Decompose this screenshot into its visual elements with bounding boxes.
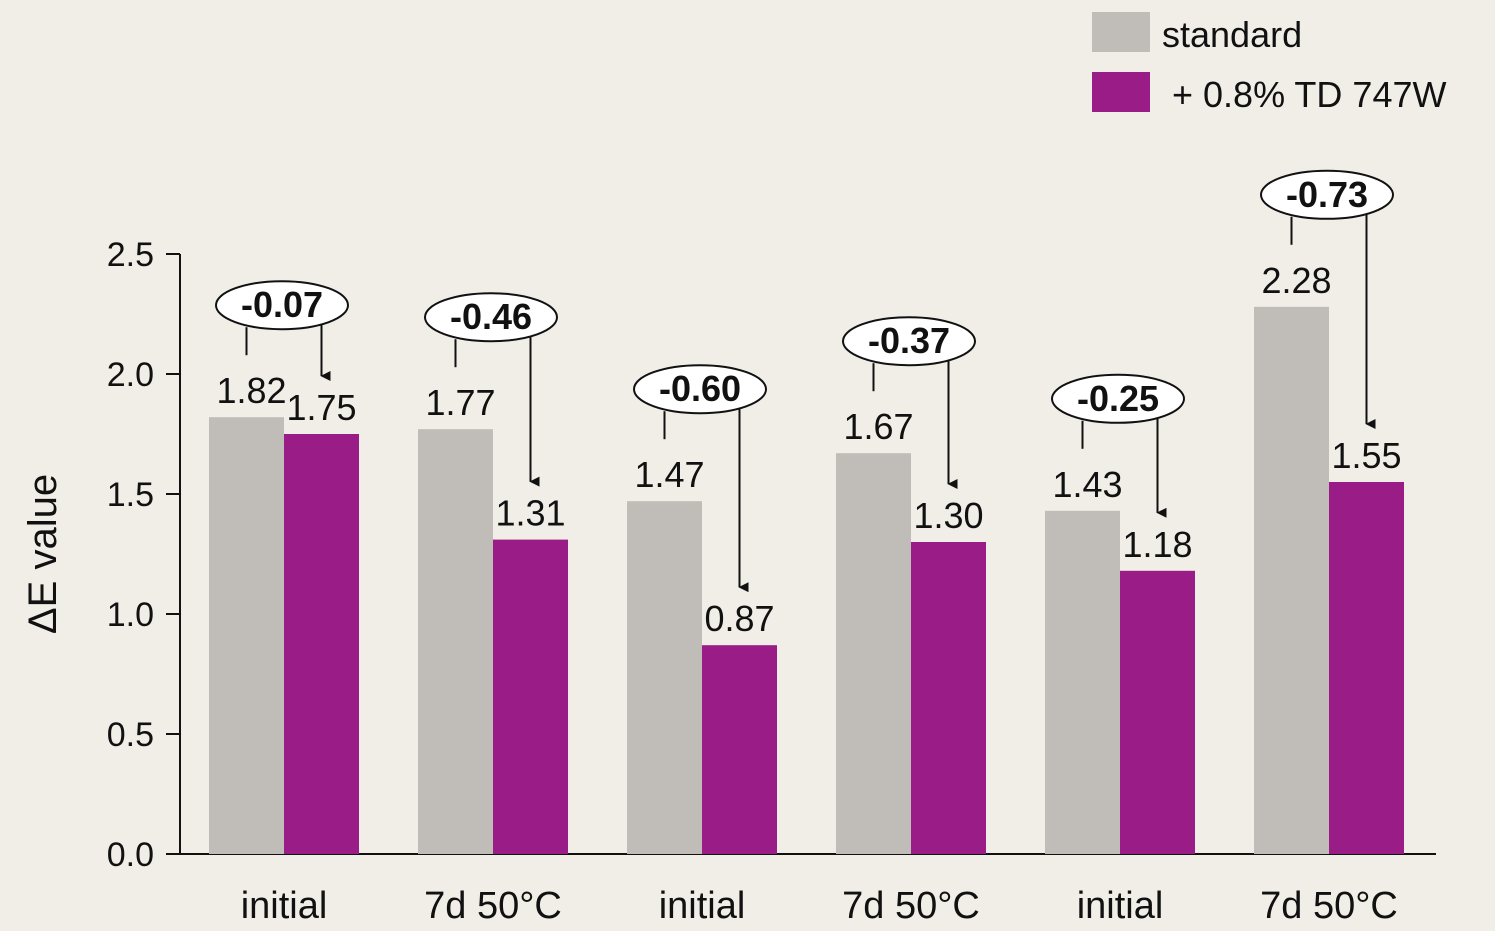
difference-bubble (215, 280, 349, 331)
x-category-label: initial (1077, 885, 1164, 926)
y-tick-label: 2.5 (107, 236, 154, 274)
y-tick-label: 1.0 (107, 596, 154, 634)
bar-standard (627, 501, 702, 854)
x-category-label: 7d 50°C (424, 885, 562, 926)
legend-label-treated: + 0.8% TD 747W (1172, 74, 1446, 115)
value-label-standard: 2.28 (1261, 260, 1331, 301)
x-axis-labels: initial 7d 50°C initial 7d 50°C initial 7d 50… (241, 885, 1398, 927)
value-label-treated: 1.30 (913, 495, 983, 536)
difference-bubble (633, 364, 767, 415)
bar-standard (1254, 306, 1329, 854)
value-label-treated: 1.31 (495, 493, 565, 534)
difference-label: -0.07 (241, 284, 323, 325)
bar-treated (702, 645, 777, 854)
legend-swatch-treated (1092, 72, 1150, 112)
difference-label: -0.46 (450, 296, 532, 337)
difference-bubble (424, 292, 558, 343)
difference-bubble (842, 316, 976, 367)
bars (209, 306, 1404, 854)
bar-standard (836, 453, 911, 854)
x-category-label: 7d 50°C (842, 885, 980, 926)
value-label-treated: 1.55 (1331, 435, 1401, 476)
x-category-label: initial (659, 885, 746, 926)
value-label-standard: 1.82 (216, 370, 286, 411)
difference-label: -0.60 (659, 368, 741, 409)
legend-swatch-standard (1092, 12, 1150, 52)
value-label-treated: 0.87 (704, 598, 774, 639)
y-tick-label: 1.5 (107, 476, 154, 514)
value-label-treated: 1.75 (286, 387, 356, 428)
difference-bubble (1051, 373, 1185, 424)
value-label-treated: 1.18 (1122, 524, 1192, 565)
bar-treated (284, 434, 359, 854)
value-label-standard: 1.47 (634, 454, 704, 495)
y-tick-label: 0.5 (107, 716, 154, 754)
y-axis-title: ΔE value (21, 474, 65, 634)
y-axis: 0.0 0.5 1.0 1.5 2.0 2.5 ΔE value (21, 236, 1436, 874)
bar-treated (1120, 570, 1195, 854)
difference-bubble (1260, 169, 1394, 220)
difference-label: -0.25 (1077, 378, 1159, 419)
bar-treated (1329, 482, 1404, 854)
y-tick-label: 2.0 (107, 356, 154, 394)
bar-standard (418, 429, 493, 854)
bar-standard (209, 417, 284, 854)
value-label-standard: 1.67 (843, 406, 913, 447)
difference-label: -0.37 (868, 320, 950, 361)
value-label-standard: 1.43 (1052, 464, 1122, 505)
difference-annotations: -0.07 -0.46 -0.60 -0.37 -0.25 -0.73 (215, 169, 1394, 593)
legend: standard + 0.8% TD 747W (1092, 12, 1446, 115)
x-category-label: 7d 50°C (1260, 885, 1398, 926)
value-labels: 1.82 1.75 1.77 1.31 1.47 0.87 1.67 1.30 1.431.18… (216, 260, 1401, 639)
y-tick-label: 0.0 (107, 836, 154, 874)
value-label-standard: 1.77 (425, 382, 495, 423)
x-category-label: initial (241, 885, 328, 926)
difference-label: -0.73 (1286, 174, 1368, 215)
bar-treated (911, 542, 986, 854)
legend-label-standard: standard (1162, 14, 1302, 55)
bar-treated (493, 539, 568, 854)
bar-standard (1045, 510, 1120, 854)
